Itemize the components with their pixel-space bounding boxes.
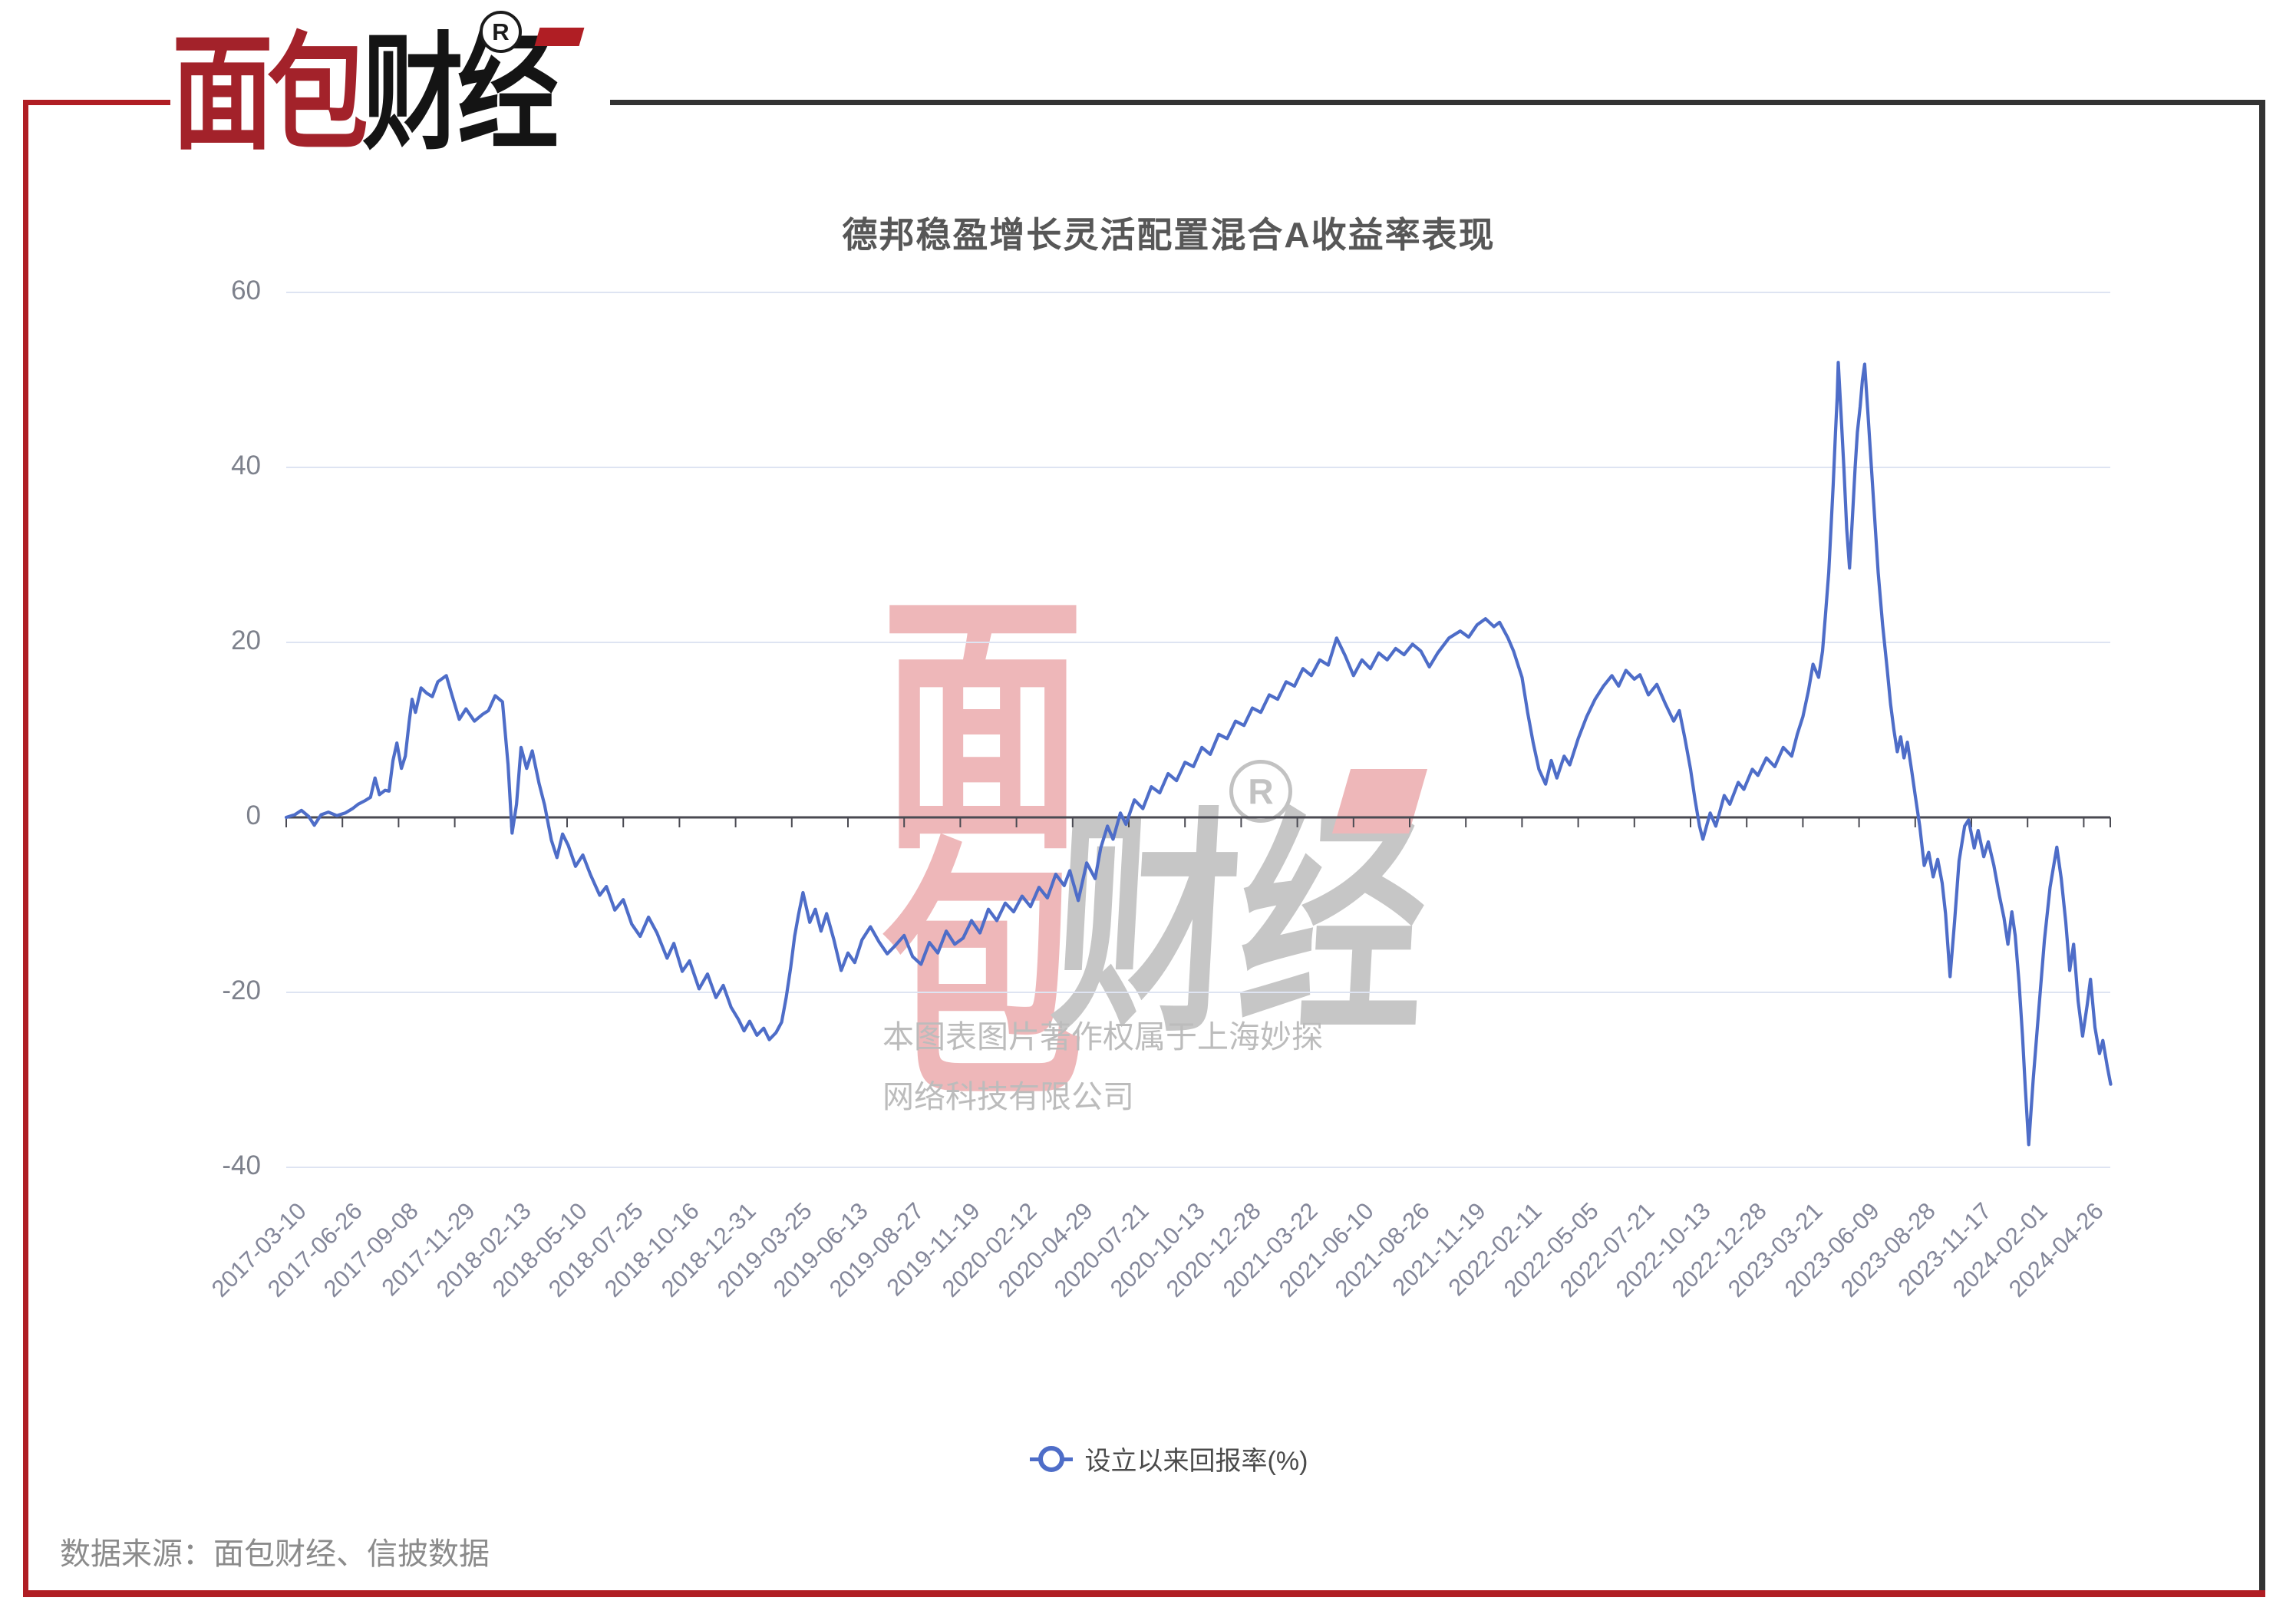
series-line: [284, 361, 2113, 1147]
legend-marker-circle: [1037, 1445, 1064, 1472]
y-axis-label: -20: [222, 975, 261, 1005]
frame-top-left-red-line: [23, 100, 170, 105]
y-axis-label: 0: [246, 800, 261, 830]
watermark-copyright-line2: 网络科技有限公司: [882, 1079, 1134, 1114]
brand-logo-red-text: 面包: [172, 23, 368, 164]
frame-right-dark-border: [2259, 100, 2265, 1596]
data-source-text: 数据来源：面包财经、信披数据: [60, 1537, 490, 1571]
legend-line-marker-icon[interactable]: [1029, 1445, 1073, 1473]
watermark-copyright: 本图表图片著作权属于上海妙探 网络科技有限公司: [882, 1007, 1323, 1127]
y-axis-label: -40: [222, 1150, 261, 1180]
watermark-registered-icon: R: [1229, 760, 1292, 823]
watermark-copyright-line1: 本图表图片著作权属于上海妙探: [882, 1019, 1323, 1055]
registered-trademark-icon: R: [480, 11, 522, 53]
y-axis-label: 20: [231, 626, 261, 655]
y-axis-label: 40: [231, 451, 261, 480]
brand-logo: 面包财经: [172, 31, 559, 161]
frame-bottom-red-border: [23, 1590, 2265, 1597]
brand-logo-black-text: 财经: [362, 23, 559, 164]
legend: 设立以来回报率(%): [286, 1440, 2051, 1477]
legend-label[interactable]: 设立以来回报率(%): [1084, 1447, 1308, 1476]
watermark-char-bottom: 包: [881, 822, 1084, 1129]
frame-top-dark-line: [610, 100, 2265, 105]
y-axis-label: 60: [231, 276, 261, 305]
frame-left-red-border: [23, 100, 28, 1597]
chart-title: 德邦稳盈增长灵活配置混合A收益率表现: [842, 215, 1496, 255]
